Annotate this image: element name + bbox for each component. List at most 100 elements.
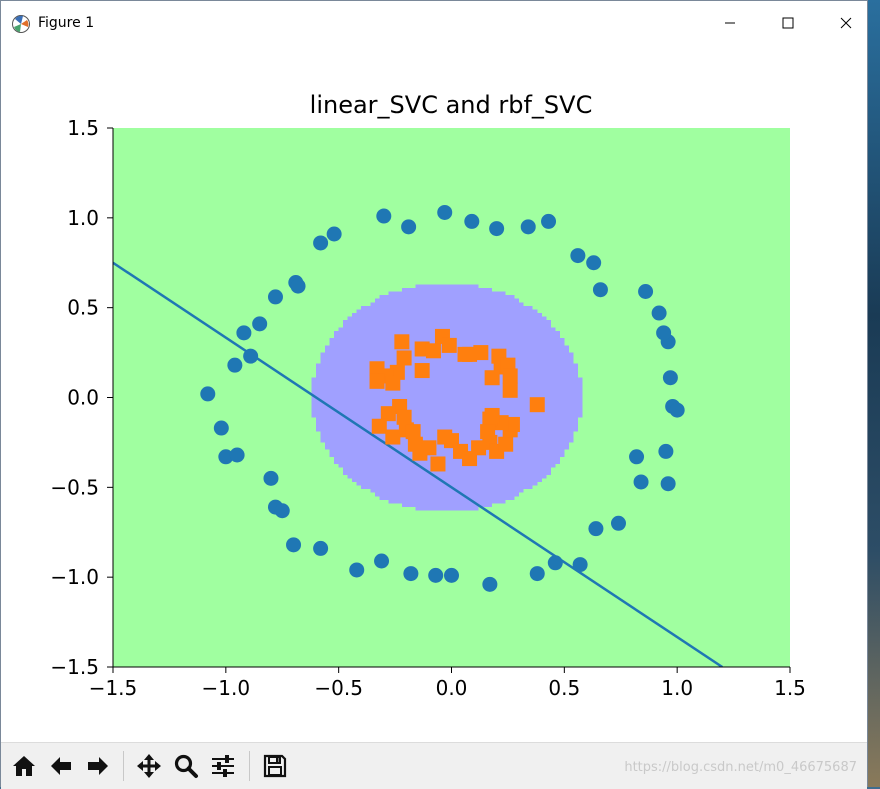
configure-subplots-button[interactable] bbox=[208, 750, 238, 782]
data-point-circle bbox=[376, 208, 392, 224]
x-tick-label: −1.0 bbox=[202, 676, 251, 700]
data-point-circle bbox=[592, 282, 608, 298]
data-point-circle bbox=[263, 470, 279, 486]
data-point-square bbox=[471, 440, 487, 456]
data-point-square bbox=[529, 397, 545, 413]
x-tick-label: 1.0 bbox=[661, 676, 693, 700]
maximize-button[interactable] bbox=[759, 1, 817, 45]
data-point-square bbox=[371, 418, 387, 434]
x-tick-label: 0.5 bbox=[548, 676, 580, 700]
data-point-square bbox=[414, 363, 430, 379]
desktop-background bbox=[868, 0, 880, 787]
close-button[interactable] bbox=[817, 1, 875, 45]
data-point-square bbox=[369, 373, 385, 389]
data-point-square bbox=[504, 416, 520, 432]
data-point-circle bbox=[482, 576, 498, 592]
data-point-circle bbox=[660, 476, 676, 492]
data-point-circle bbox=[662, 370, 678, 386]
zoom-button[interactable] bbox=[171, 750, 201, 782]
data-point-square bbox=[396, 409, 412, 425]
data-point-circle bbox=[586, 255, 602, 271]
y-tick-label: 0.0 bbox=[67, 386, 99, 410]
save-button[interactable] bbox=[260, 750, 290, 782]
data-point-square bbox=[441, 337, 457, 353]
x-tick-label: −0.5 bbox=[314, 676, 363, 700]
maximize-icon bbox=[782, 17, 794, 29]
close-icon bbox=[840, 17, 852, 29]
minimize-button[interactable] bbox=[701, 1, 759, 45]
window-title: Figure 1 bbox=[38, 15, 95, 31]
data-point-circle bbox=[218, 449, 234, 465]
data-point-circle bbox=[236, 325, 252, 341]
data-point-circle bbox=[313, 540, 329, 556]
data-point-circle bbox=[274, 503, 290, 519]
save-icon bbox=[263, 754, 287, 778]
data-point-circle bbox=[570, 248, 586, 264]
data-point-square bbox=[394, 334, 410, 350]
data-point-circle bbox=[200, 386, 216, 402]
data-point-circle bbox=[374, 553, 390, 569]
back-button[interactable] bbox=[46, 750, 76, 782]
data-point-square bbox=[421, 440, 437, 456]
y-tick-label: −1.5 bbox=[50, 655, 99, 679]
data-point-circle bbox=[428, 567, 444, 583]
data-point-circle bbox=[313, 235, 329, 251]
data-point-circle bbox=[572, 557, 588, 573]
data-point-square bbox=[425, 343, 441, 359]
data-point-circle bbox=[489, 221, 505, 237]
watermark: https://blog.csdn.net/m0_46675687 bbox=[624, 760, 857, 775]
data-point-square bbox=[430, 456, 446, 472]
y-tick-label: −0.5 bbox=[50, 475, 99, 499]
data-point-circle bbox=[227, 357, 243, 373]
data-point-circle bbox=[267, 289, 283, 305]
x-tick-label: −1.5 bbox=[89, 676, 138, 700]
data-point-circle bbox=[326, 226, 342, 242]
home-button[interactable] bbox=[9, 750, 39, 782]
data-point-circle bbox=[403, 566, 419, 582]
data-point-square bbox=[380, 406, 396, 422]
y-tick-label: 1.0 bbox=[67, 206, 99, 230]
data-point-square bbox=[484, 407, 500, 423]
data-point-square bbox=[502, 368, 518, 384]
data-point-circle bbox=[520, 219, 536, 235]
data-point-circle bbox=[529, 566, 545, 582]
data-point-circle bbox=[213, 420, 229, 436]
data-point-circle bbox=[629, 449, 645, 465]
data-point-circle bbox=[547, 555, 563, 571]
data-point-circle bbox=[541, 213, 557, 229]
data-point-circle bbox=[610, 515, 626, 531]
data-point-circle bbox=[444, 567, 459, 583]
zoom-icon bbox=[174, 754, 198, 778]
toolbar-separator bbox=[249, 751, 250, 781]
inner-decision-region bbox=[311, 280, 583, 511]
navigation-toolbar: https://blog.csdn.net/m0_46675687 bbox=[1, 742, 867, 789]
decision-boundary-line bbox=[113, 261, 723, 667]
data-point-circle bbox=[286, 537, 302, 553]
y-tick-label: 1.5 bbox=[67, 116, 99, 140]
data-point-circle bbox=[588, 521, 604, 537]
data-point-circle bbox=[290, 278, 306, 294]
data-point-square bbox=[480, 424, 496, 440]
data-point-circle bbox=[349, 562, 365, 578]
data-point-circle bbox=[638, 283, 654, 299]
home-icon bbox=[13, 756, 35, 776]
data-point-circle bbox=[651, 305, 667, 321]
data-point-square bbox=[484, 370, 500, 386]
data-point-circle bbox=[656, 325, 672, 341]
forward-button[interactable] bbox=[83, 750, 113, 782]
chart-title: linear_SVC and rbf_SVC bbox=[310, 91, 593, 119]
data-point-square bbox=[405, 424, 421, 440]
arrow-right-icon bbox=[88, 757, 108, 775]
pan-button[interactable] bbox=[134, 750, 164, 782]
data-point-square bbox=[396, 350, 412, 366]
x-tick-label: 1.5 bbox=[774, 676, 806, 700]
title-bar[interactable]: Figure 1 bbox=[1, 1, 867, 45]
chart: linear_SVC and rbf_SVC −1.5 −1.0 −0.5 0.0 0.… bbox=[50, 91, 806, 700]
data-point-circle bbox=[464, 213, 480, 229]
x-tick-label: 0.0 bbox=[436, 676, 468, 700]
matplotlib-icon bbox=[12, 15, 30, 33]
toolbar-separator bbox=[123, 751, 124, 781]
minimize-icon bbox=[725, 22, 735, 24]
data-point-circle bbox=[401, 219, 417, 235]
figure-canvas[interactable]: linear_SVC and rbf_SVC −1.5 −1.0 −0.5 0.0 0.… bbox=[1, 45, 867, 742]
